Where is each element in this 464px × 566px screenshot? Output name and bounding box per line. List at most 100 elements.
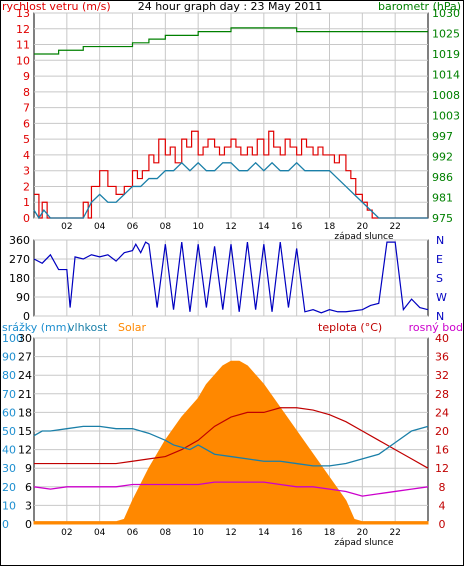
wind-x-tick-label: 14: [258, 222, 270, 232]
wind-left-tick-label: 1: [23, 196, 30, 209]
humidity-tick-label: 27: [18, 351, 32, 364]
pressure-series-line: [34, 27, 428, 55]
direction-compass-label: N: [436, 310, 444, 323]
temperature-right-tick-label: 0: [439, 518, 446, 531]
wind-x-tick-label: 20: [357, 222, 369, 232]
chart-title: 24 hour graph day : 23 May 2011: [138, 0, 323, 13]
humidity-tick-label: 24: [18, 369, 32, 382]
wind-left-tick-label: 4: [23, 149, 30, 162]
wind-x-tick-label: 10: [192, 222, 204, 232]
pressure-right-tick-label: 1003: [432, 110, 460, 123]
wind-speed-axis-title: rychlost vetru (m/s): [2, 0, 111, 13]
pressure-right-tick-label: 1030: [432, 7, 460, 20]
rain-tick-label: 50: [2, 425, 16, 438]
weather-x-tick-label: 08: [160, 528, 172, 538]
wind-x-tick-label: 02: [61, 222, 72, 232]
wind-speed-series-line: [33, 161, 428, 220]
direction-compass-label: W: [436, 291, 447, 304]
wind-left-tick-label: 7: [23, 102, 30, 115]
weather-sunset-label: západ slunce: [334, 538, 394, 548]
wind-gust-series-line: [34, 130, 428, 219]
humidity-series-line: [33, 425, 429, 467]
pressure-right-tick-label: 986: [432, 171, 453, 184]
weather-x-tick-label: 04: [94, 528, 106, 538]
solar-legend: Solar: [118, 321, 147, 334]
weather-x-tick-label: 10: [192, 528, 204, 538]
weather-x-tick-label: 20: [357, 528, 369, 538]
temperature-right-tick-label: 20: [435, 425, 449, 438]
humidity-tick-label: 6: [25, 481, 32, 494]
wind-x-tick-label: 22: [389, 222, 400, 232]
temperature-right-tick-label: 24: [435, 406, 449, 419]
rain-legend: srážky (mm): [2, 321, 71, 334]
rain-tick-label: 60: [2, 406, 16, 419]
weather-x-tick-label: 22: [389, 528, 400, 538]
rain-tick-label: 20: [2, 481, 16, 494]
rain-tick-label: 70: [2, 388, 16, 401]
wind-x-tick-label: 12: [225, 222, 236, 232]
pressure-right-tick-label: 1014: [432, 69, 460, 82]
wind-left-tick-label: 13: [16, 7, 30, 20]
direction-compass-label: E: [436, 253, 443, 266]
direction-left-tick-label: 90: [16, 291, 30, 304]
wind-left-tick-label: 11: [16, 39, 30, 52]
humidity-tick-label: 30: [18, 332, 32, 345]
weather-x-tick-label: 06: [127, 528, 139, 538]
direction-compass-label: N: [436, 234, 444, 247]
temperature-right-tick-label: 16: [435, 444, 449, 457]
weather-x-tick-label: 02: [61, 528, 72, 538]
rain-tick-label: 30: [2, 462, 16, 475]
wind-sunset-label: západ slunce: [334, 232, 394, 242]
pressure-right-tick-label: 1025: [432, 28, 460, 41]
pressure-right-tick-label: 1019: [432, 48, 460, 61]
humidity-tick-label: 21: [18, 388, 32, 401]
humidity-tick-label: 12: [18, 444, 32, 457]
weather-x-tick-label: 18: [324, 528, 336, 538]
wind-left-tick-label: 8: [23, 86, 30, 99]
wind-left-tick-label: 9: [23, 70, 30, 83]
wind-left-tick-label: 0: [23, 212, 30, 225]
pressure-axis-title: barometr (hPa): [378, 0, 461, 13]
weather-x-tick-label: 12: [225, 528, 236, 538]
temperature-right-tick-label: 8: [439, 481, 446, 494]
pressure-right-tick-label: 1008: [432, 89, 460, 102]
wind-left-tick-label: 5: [23, 133, 30, 146]
wind-left-tick-label: 3: [23, 165, 30, 178]
weather-x-tick-label: 16: [291, 528, 303, 538]
direction-compass-label: S: [436, 272, 443, 285]
dew-point-legend: rosný bod: [409, 321, 463, 334]
solar-series-area: [33, 360, 429, 525]
temperature-right-tick-label: 12: [435, 462, 449, 475]
rain-tick-label: 40: [2, 444, 16, 457]
rain-tick-label: 100: [2, 332, 23, 345]
direction-left-tick-label: 270: [9, 253, 30, 266]
temperature-right-tick-label: 32: [435, 369, 449, 382]
pressure-right-tick-label: 981: [432, 192, 453, 205]
direction-left-tick-label: 360: [9, 234, 30, 247]
wind-x-tick-label: 04: [94, 222, 106, 232]
wind-left-tick-label: 2: [23, 180, 30, 193]
humidity-tick-label: 3: [25, 499, 32, 512]
wind-left-tick-label: 10: [16, 54, 30, 67]
temperature-right-tick-label: 4: [439, 499, 446, 512]
wind-x-tick-label: 18: [324, 222, 336, 232]
direction-left-tick-label: 180: [9, 272, 30, 285]
humidity-tick-label: 0: [25, 518, 32, 531]
pressure-right-tick-label: 997: [432, 130, 453, 143]
temperature-right-tick-label: 28: [435, 388, 449, 401]
wind-left-tick-label: 6: [23, 117, 30, 130]
rain-tick-label: 0: [2, 518, 9, 531]
temperature-series-line: [34, 407, 429, 469]
rain-tick-label: 80: [2, 369, 16, 382]
wind-direction-series-line: [33, 241, 429, 314]
wind-left-tick-label: 12: [16, 23, 30, 36]
direction-left-tick-label: 0: [23, 310, 30, 323]
humidity-tick-label: 18: [18, 406, 32, 419]
wind-x-tick-label: 06: [127, 222, 139, 232]
pressure-right-tick-label: 975: [432, 212, 453, 225]
pressure-right-tick-label: 992: [432, 151, 453, 164]
humidity-legend: vlhkost: [68, 321, 108, 334]
